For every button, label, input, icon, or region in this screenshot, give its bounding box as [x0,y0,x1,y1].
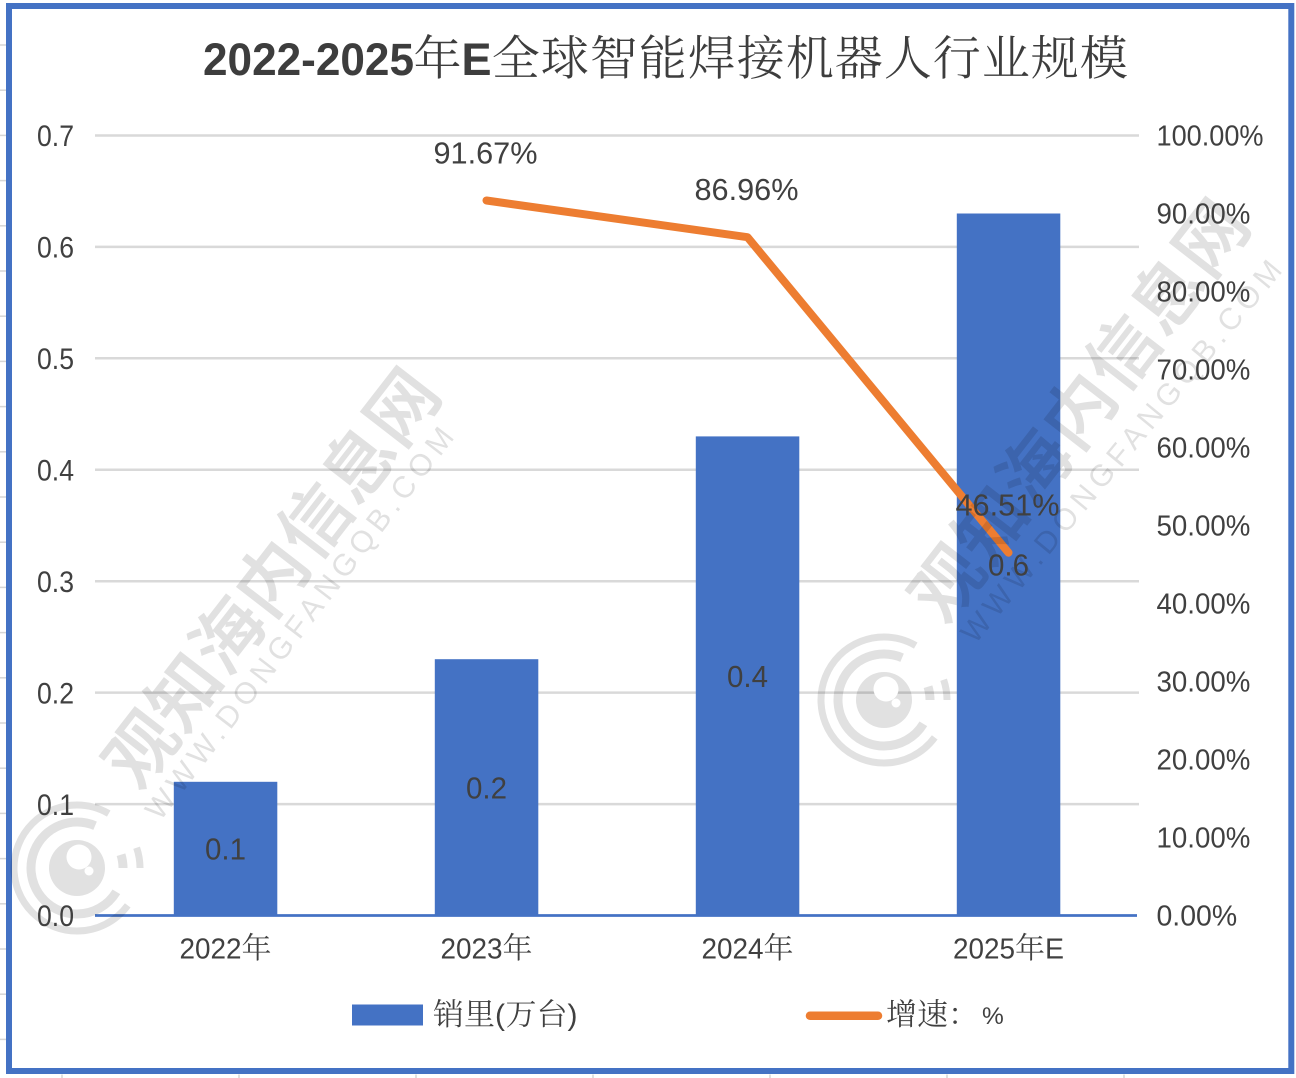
svg-text:2022: 2022 [180,933,242,965]
svg-text:86.96%: 86.96% [695,172,799,207]
svg-text:0.2: 0.2 [466,771,507,805]
svg-text:2022-2025: 2022-2025 [203,34,414,85]
svg-text:91.67%: 91.67% [434,136,538,171]
svg-text:0.7: 0.7 [37,120,74,153]
svg-text:100.00%: 100.00% [1157,121,1264,153]
svg-text:50.00%: 50.00% [1157,511,1251,543]
svg-text:E: E [462,34,492,85]
svg-text:(: ( [495,999,505,1032]
svg-text:0.00%: 0.00% [1157,901,1238,933]
svg-text:2024: 2024 [702,933,764,965]
svg-text:20.00%: 20.00% [1157,745,1251,777]
svg-text:2023: 2023 [441,933,503,965]
svg-text:0.5: 0.5 [37,343,74,376]
svg-text:): ) [568,999,578,1032]
svg-text:0.1: 0.1 [37,789,74,822]
svg-text:0.4: 0.4 [727,660,768,694]
svg-text:10.00%: 10.00% [1157,823,1251,855]
svg-text:2025: 2025 [953,933,1015,965]
svg-text:0.6: 0.6 [988,549,1029,583]
svg-text:60.00%: 60.00% [1157,433,1251,465]
svg-text:E: E [1045,933,1064,965]
svg-text:40.00%: 40.00% [1157,589,1251,621]
svg-text:70.00%: 70.00% [1157,355,1251,387]
svg-text:0.3: 0.3 [37,566,74,599]
svg-text:0.4: 0.4 [37,455,74,488]
svg-text:0.0: 0.0 [37,900,74,933]
svg-text:30.00%: 30.00% [1157,667,1251,699]
svg-text:90.00%: 90.00% [1157,199,1251,231]
svg-text:%: % [982,1003,1004,1030]
svg-text:0.6: 0.6 [37,232,74,265]
svg-text:46.51%: 46.51% [956,488,1060,523]
svg-text:80.00%: 80.00% [1157,277,1251,309]
svg-text:0.2: 0.2 [37,677,74,710]
svg-text:0.1: 0.1 [205,833,246,867]
